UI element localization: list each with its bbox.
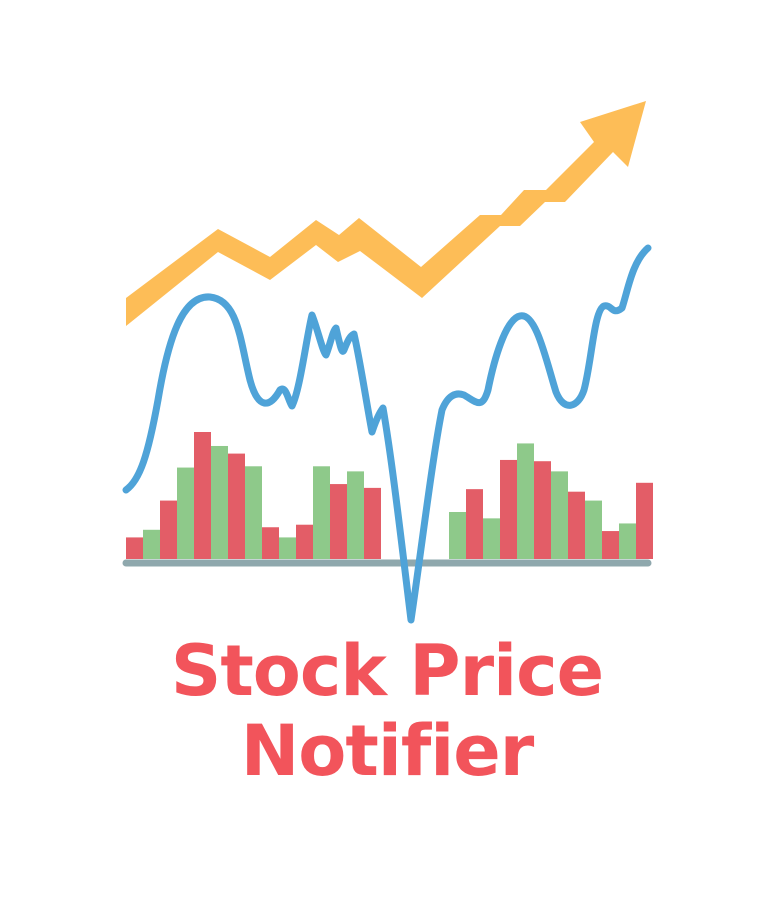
volume-bar (517, 443, 534, 559)
volume-bar (279, 537, 296, 559)
volume-bar (602, 531, 619, 559)
volume-bar (313, 466, 330, 559)
trend-up-arrow-icon (126, 101, 646, 326)
volume-bar (466, 489, 483, 559)
volume-bar (619, 523, 636, 559)
volume-bar (126, 537, 143, 559)
volume-bar (262, 527, 279, 559)
volume-bar (228, 453, 245, 559)
volume-bar (449, 512, 466, 559)
volume-bar (245, 466, 262, 559)
volume-bar (483, 518, 500, 559)
volume-bar (364, 487, 381, 559)
price-line-icon (122, 244, 652, 624)
volume-bar (160, 500, 177, 559)
app-title-line-2: Notifier (240, 710, 535, 792)
volume-bar (347, 471, 364, 559)
volume-bar (211, 445, 228, 559)
volume-bar (194, 432, 211, 559)
volume-bar (500, 459, 517, 559)
volume-bar (534, 461, 551, 559)
volume-bars-icon (126, 432, 653, 559)
volume-bar (551, 471, 568, 559)
volume-bar (143, 529, 160, 559)
volume-bar (568, 491, 585, 559)
volume-bar (330, 484, 347, 559)
volume-bar (585, 500, 602, 559)
volume-bar (177, 467, 194, 559)
volume-bar (296, 524, 313, 559)
volume-bar (636, 482, 653, 559)
app-title-line-1: Stock Price (170, 630, 604, 712)
